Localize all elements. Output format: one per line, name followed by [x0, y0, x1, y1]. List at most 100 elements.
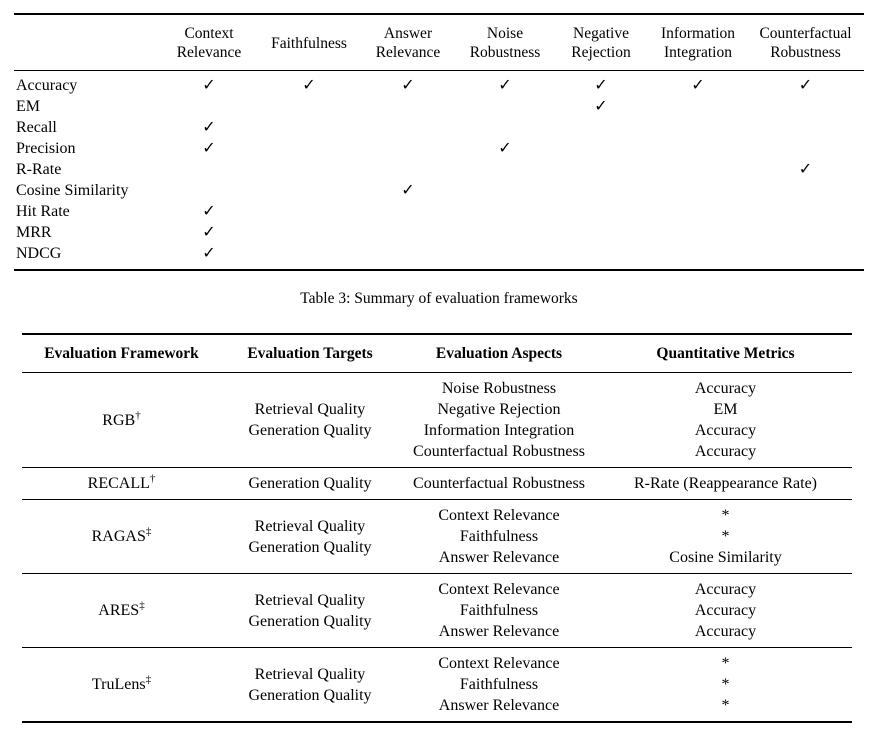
metric-line: R-Rate (Reappearance Rate) — [633, 475, 817, 492]
checkmark-icon: ✓ — [202, 224, 216, 241]
aspects-cell: Context Relevance Faithfulness Answer Rele… — [399, 499, 599, 574]
framework-cell: TruLens‡ — [22, 647, 221, 722]
metric-label: EM — [16, 98, 40, 115]
checkmark-icon: ✓ — [401, 182, 415, 199]
empty-cell — [649, 180, 747, 201]
empty-cell — [649, 243, 747, 270]
metric-label: R-Rate — [16, 161, 62, 178]
table-row: MRR ✓ — [14, 222, 864, 243]
check-cell: ✓ — [649, 71, 747, 97]
t1-column-header: Noise Robustness — [457, 14, 553, 71]
metric-line: * — [721, 655, 730, 672]
empty-cell — [359, 159, 457, 180]
t1-header-row: Context Relevance Faithfulness Answer Rele… — [14, 14, 864, 71]
metric-label: Cosine Similarity — [16, 182, 129, 199]
t1-column-header: Faithfulness — [259, 14, 359, 71]
t1-column-header: Answer Relevance — [359, 14, 457, 71]
check-cell: ✓ — [359, 180, 457, 201]
t1-column-header: Information Integration — [649, 14, 747, 71]
aspects-cell: Counterfactual Robustness — [399, 467, 599, 500]
metric-line: Accuracy — [694, 380, 757, 397]
framework-marker: † — [149, 472, 156, 485]
empty-cell — [553, 138, 649, 159]
target-line: Generation Quality — [248, 538, 372, 556]
metric-label: Hit Rate — [16, 203, 70, 220]
aspect-line: Counterfactual Robustness — [413, 475, 585, 492]
table-caption: Table 3: Summary of evaluation framework… — [300, 290, 578, 307]
framework-cell: RAGAS‡ — [22, 499, 221, 574]
table-row: EM ✓ — [14, 96, 864, 117]
metric-line: Accuracy — [694, 581, 757, 598]
t2-header-row: Evaluation Framework Evaluation Targets Ev… — [22, 334, 852, 373]
aspect-line: Answer Relevance — [438, 697, 560, 714]
metric-line: Accuracy — [694, 602, 757, 619]
checkmark-icon: ✓ — [498, 77, 512, 94]
empty-cell — [553, 180, 649, 201]
empty-cell — [359, 96, 457, 117]
aspect-line: Negative Rejection — [437, 401, 561, 418]
metric-line: * — [721, 697, 730, 714]
empty-cell — [747, 201, 864, 222]
empty-cell — [259, 180, 359, 201]
aspects-cell: Noise Robustness Negative Rejection Inform… — [399, 373, 599, 468]
check-cell: ✓ — [359, 71, 457, 97]
framework-name: RGB — [102, 411, 136, 429]
framework-name: RAGAS — [91, 528, 146, 545]
targets-cell: Retrieval Quality Generation Quality — [221, 573, 399, 648]
target-line: Retrieval Quality — [254, 517, 366, 535]
empty-cell — [747, 138, 864, 159]
checkmark-icon: ✓ — [202, 119, 216, 136]
evaluation-frameworks-table: Evaluation Framework Evaluation Targets Ev… — [22, 333, 852, 723]
empty-cell — [359, 222, 457, 243]
empty-cell — [747, 243, 864, 270]
framework-cell: RECALL† — [22, 467, 221, 500]
empty-cell — [553, 201, 649, 222]
aspects-cell: Context Relevance Faithfulness Answer Rele… — [399, 573, 599, 648]
empty-cell — [457, 222, 553, 243]
metric-label: Precision — [16, 140, 76, 157]
table-row: Accuracy ✓ ✓ ✓ ✓ ✓ ✓ ✓ — [14, 71, 864, 97]
empty-cell — [159, 96, 259, 117]
t2-column-header: Quantitative Metrics — [599, 334, 852, 373]
metric-line: EM — [713, 401, 738, 418]
framework-name: TruLens — [91, 676, 146, 693]
framework-row: RAGAS‡ Retrieval Quality Generation Qualit… — [22, 499, 852, 574]
framework-marker: ‡ — [139, 599, 145, 612]
t2-column-header: Evaluation Targets — [221, 334, 399, 373]
empty-cell — [747, 117, 864, 138]
empty-cell — [553, 243, 649, 270]
table-row: NDCG ✓ — [14, 243, 864, 270]
checkmark-icon: ✓ — [401, 77, 415, 94]
table-row: R-Rate ✓ — [14, 159, 864, 180]
framework-name: RECALL — [87, 475, 150, 492]
targets-cell: Generation Quality — [221, 467, 399, 500]
empty-cell — [649, 117, 747, 138]
aspect-line: Answer Relevance — [438, 623, 560, 640]
empty-cell — [359, 201, 457, 222]
t2-column-header: Evaluation Aspects — [399, 334, 599, 373]
table-row: Cosine Similarity ✓ — [14, 180, 864, 201]
aspect-line: Faithfulness — [459, 676, 539, 693]
framework-marker: ‡ — [145, 525, 152, 538]
framework-cell: RGB† — [22, 373, 221, 468]
aspect-line: Context Relevance — [438, 581, 560, 598]
aspect-line: Faithfulness — [459, 602, 539, 619]
aspect-line: Context Relevance — [438, 507, 560, 524]
checkmark-icon: ✓ — [202, 140, 216, 157]
t1-column-header: Context Relevance — [159, 14, 259, 71]
target-line: Retrieval Quality — [254, 591, 366, 609]
target-line: Generation Quality — [248, 612, 372, 630]
metrics-cell: R-Rate (Reappearance Rate) — [599, 467, 852, 500]
empty-cell — [457, 159, 553, 180]
metric-line: Accuracy — [694, 623, 757, 640]
empty-cell — [259, 222, 359, 243]
check-cell: ✓ — [159, 117, 259, 138]
targets-cell: Retrieval Quality Generation Quality — [221, 373, 399, 468]
check-cell: ✓ — [747, 71, 864, 97]
check-cell: ✓ — [159, 71, 259, 97]
empty-cell — [649, 201, 747, 222]
table-row: Recall ✓ — [14, 117, 864, 138]
t1-column-header: Negative Rejection — [553, 14, 649, 71]
empty-cell — [359, 243, 457, 270]
